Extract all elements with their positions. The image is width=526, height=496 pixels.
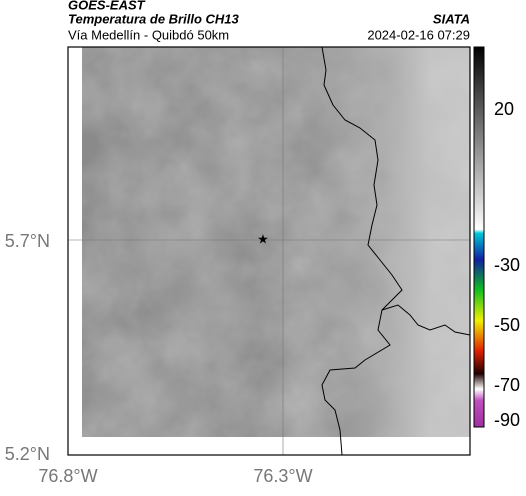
colorbar-label: -50 (494, 315, 520, 335)
colorbar-label: 20 (494, 99, 514, 119)
axes: 5.7°N 5.2°N 76.8°W 76.3°W (5, 231, 313, 486)
cloud-texture (82, 47, 470, 437)
lat-label: 5.7°N (5, 231, 50, 251)
colorbar-bar (473, 46, 485, 428)
map: ★ (67, 46, 471, 456)
colorbar-label: -90 (494, 410, 520, 430)
boundary (321, 46, 403, 456)
lon-label: 76.8°W (38, 466, 97, 486)
colorbar: 20 -30 -50 -70 -90 (473, 46, 520, 430)
header: GOES-EAST Temperatura de Brillo CH13 SIA… (68, 0, 470, 42)
colorbar-label: -70 (494, 375, 520, 395)
location-marker: ★ (257, 231, 269, 246)
product: Temperatura de Brillo CH13 (68, 11, 240, 26)
lon-label: 76.3°W (253, 466, 312, 486)
datetime: 2024-02-16 07:29 (367, 27, 470, 42)
boundary (381, 304, 471, 336)
satellite: GOES-EAST (68, 0, 146, 12)
map-frame (67, 46, 471, 456)
colorbar-label: -30 (494, 255, 520, 275)
lat-label: 5.2°N (5, 444, 50, 464)
region: Vía Medellín - Quibdó 50km (68, 27, 229, 42)
source: SIATA (433, 11, 470, 26)
